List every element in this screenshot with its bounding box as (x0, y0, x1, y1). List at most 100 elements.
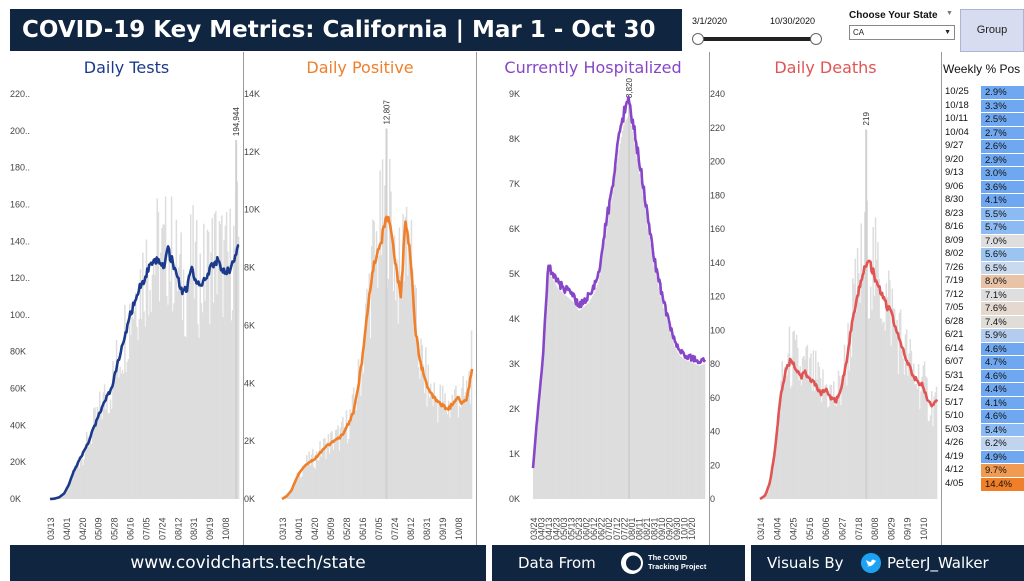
daily-bar (417, 367, 420, 499)
daily-bar (877, 242, 879, 499)
daily-bar (369, 338, 372, 499)
daily-bar (835, 406, 837, 499)
weekly-date: 8/02 (945, 248, 964, 259)
daily-bar (94, 407, 96, 499)
daily-bar (183, 336, 186, 499)
y-tick-label: 120.. (10, 273, 30, 283)
daily-bar (646, 219, 648, 499)
daily-bar (333, 441, 336, 499)
slider-start-handle[interactable] (692, 33, 704, 45)
daily-bar (316, 459, 319, 499)
header: COVID-19 Key Metrics: California | Mar 1… (0, 0, 1024, 52)
daily-bar (844, 363, 847, 499)
daily-bar (565, 295, 567, 499)
daily-bar (886, 297, 889, 499)
daily-bar (131, 316, 133, 499)
daily-bar (434, 398, 437, 499)
daily-bar (582, 307, 584, 499)
daily-bar (617, 158, 619, 499)
daily-bar (838, 375, 841, 499)
daily-bar (780, 380, 782, 499)
y-tick-label: 0K (509, 494, 520, 504)
twitter-icon[interactable] (861, 553, 881, 573)
x-tick-label: 09/20 (664, 517, 674, 540)
daily-bar (629, 118, 631, 499)
daily-bar (880, 319, 883, 499)
daily-bar (641, 188, 643, 499)
filter-caret-icon[interactable]: ▼ (946, 10, 953, 17)
daily-bar (337, 425, 339, 499)
x-tick-label: 03/24 (529, 517, 539, 540)
daily-bar (390, 191, 392, 500)
daily-bar (889, 280, 891, 499)
daily-bar (666, 321, 669, 499)
daily-bar (401, 296, 403, 499)
weekly-date: 4/12 (945, 464, 964, 475)
website-link[interactable]: www.covidcharts.tech/state (10, 545, 486, 581)
weekly-date: 6/14 (945, 342, 964, 354)
daily-bar (368, 273, 371, 499)
daily-bar (386, 287, 389, 499)
panel-divider (941, 52, 942, 545)
daily-bar (435, 398, 438, 499)
daily-bar (793, 330, 795, 499)
daily-bar (800, 385, 803, 499)
x-tick-label: 06/16 (358, 517, 368, 540)
weekly-date: 4/19 (945, 450, 964, 462)
daily-bar (601, 258, 604, 499)
weekly-value: 5.6% (981, 247, 1024, 262)
daily-bar (101, 419, 103, 499)
weekly-row: 10/25 2.9% (942, 85, 1024, 100)
daily-bar (431, 393, 433, 499)
weekly-value: 5.4% (981, 422, 1024, 437)
chart-svg: 0K 1K 2K 3K 4K 5K 6K 7K 8K 9K 8,820 03/2404/0304/13… (509, 78, 707, 540)
twitter-handle[interactable]: PeterJ_Walker (887, 554, 989, 572)
daily-bar (440, 408, 443, 499)
daily-bar (374, 254, 377, 499)
daily-bar (404, 216, 407, 499)
daily-bar (213, 213, 216, 499)
daily-bar (890, 345, 892, 499)
daily-bar (915, 383, 917, 499)
daily-bar (884, 331, 886, 499)
daily-bar (537, 414, 540, 499)
daily-bar (443, 401, 445, 499)
daily-bar (564, 294, 566, 499)
date-range-slider[interactable] (698, 37, 816, 41)
daily-bar (327, 434, 330, 499)
daily-bar (223, 240, 225, 499)
daily-bar (632, 137, 635, 500)
daily-bar (320, 456, 322, 499)
weekly-date: 10/04 (945, 126, 969, 138)
daily-bar (873, 296, 876, 499)
state-select[interactable]: CA ▼ (849, 25, 955, 40)
peak-bar (385, 128, 388, 499)
weekly-date: 7/26 (945, 261, 964, 273)
weekly-row: 6/21 5.9% (942, 328, 1024, 343)
slider-end-handle[interactable] (810, 33, 822, 45)
y-tick-label: 140 (710, 258, 725, 268)
daily-bar (203, 223, 205, 499)
weekly-value: 7.1% (981, 287, 1024, 302)
x-tick-label: 10/10 (919, 517, 929, 540)
daily-bar (602, 249, 605, 499)
daily-bar (887, 270, 890, 499)
weekly-row: 8/30 4.1% (942, 193, 1024, 208)
y-tick-label: 4K (509, 314, 520, 324)
daily-bar (812, 350, 815, 499)
daily-bar (770, 480, 773, 499)
daily-bar (779, 412, 781, 499)
daily-bar (765, 491, 768, 499)
y-tick-label: 1K (509, 449, 520, 459)
x-tick-label: 08/12 (406, 517, 416, 540)
group-button[interactable]: Group (960, 9, 1024, 52)
daily-bar (805, 347, 807, 499)
daily-bar (625, 119, 628, 499)
daily-bar (354, 401, 356, 499)
daily-bar (65, 488, 68, 499)
daily-bar (207, 231, 210, 500)
x-tick-label: 03/14 (756, 517, 766, 540)
daily-bar (834, 404, 836, 499)
daily-bar (563, 293, 565, 499)
daily-bar (868, 318, 871, 499)
